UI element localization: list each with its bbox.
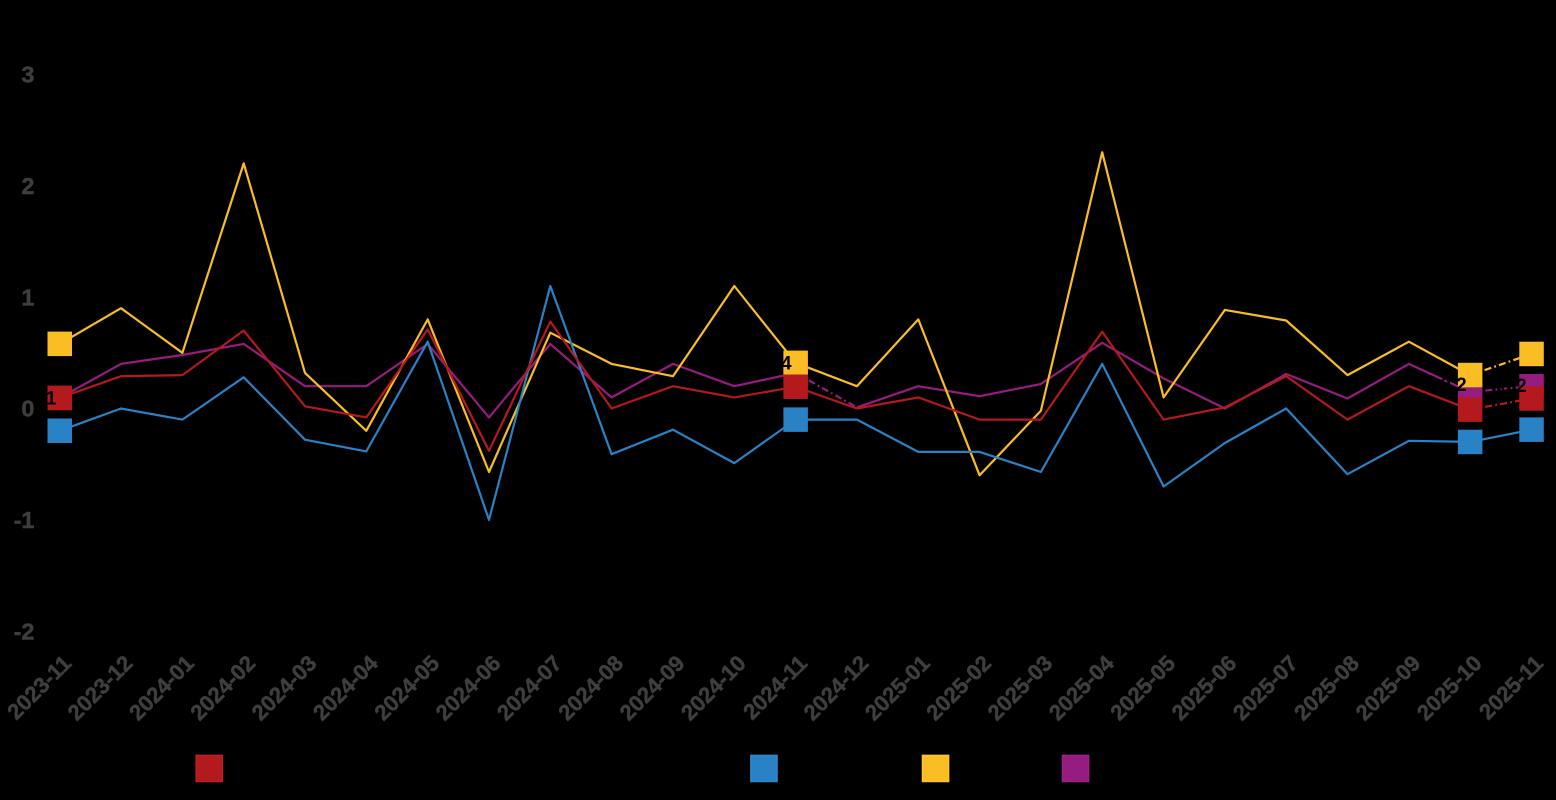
svg-text:2: 2: [21, 173, 34, 199]
svg-text:3: 3: [21, 62, 34, 88]
svg-text:0.1: 0.1: [30, 388, 57, 409]
svg-text:0.4: 0.4: [765, 353, 792, 374]
svg-text:-2: -2: [14, 619, 35, 645]
svg-text:0.2: 0.2: [1500, 376, 1526, 397]
svg-text:1: 1: [21, 284, 34, 310]
svg-text:0.2: 0.2: [1440, 375, 1466, 396]
svg-text:0: 0: [21, 396, 34, 422]
svg-text:-1: -1: [14, 507, 35, 533]
